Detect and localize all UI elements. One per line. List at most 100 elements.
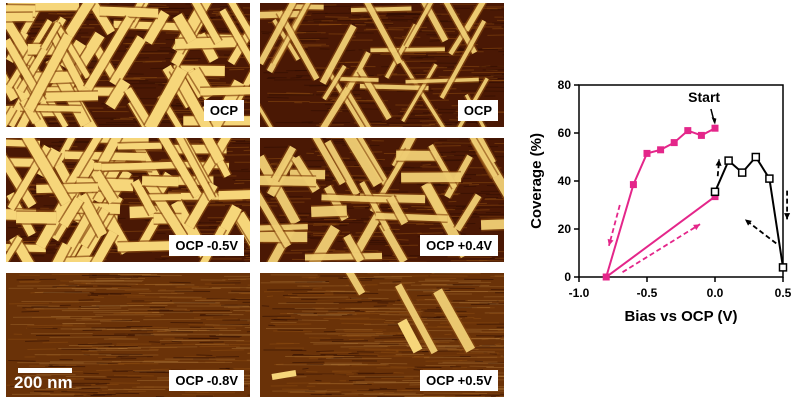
afm-fiber	[36, 183, 99, 194]
afm-noise	[447, 256, 492, 258]
afm-noise	[394, 232, 422, 235]
afm-noise	[470, 303, 504, 306]
data-point	[737, 168, 747, 177]
afm-noise	[352, 382, 374, 385]
afm-fiber	[143, 10, 170, 45]
afm-fiber	[200, 86, 250, 96]
afm-noise	[134, 312, 160, 314]
afm-noise	[374, 337, 407, 339]
afm-fiber	[52, 242, 71, 262]
afm-noise	[318, 23, 342, 26]
afm-noise	[82, 316, 96, 318]
afm-fiber	[91, 170, 118, 204]
afm-noise	[123, 277, 139, 279]
afm-noise	[320, 217, 339, 220]
afm-noise	[128, 334, 155, 336]
afm-noise	[388, 26, 428, 29]
afm-noise	[397, 239, 409, 241]
afm-fiber	[91, 230, 118, 262]
afm-fiber	[218, 190, 250, 200]
afm-noise	[124, 289, 152, 292]
afm-fiber	[359, 181, 390, 231]
afm-fiber	[234, 211, 250, 242]
afm-noise	[386, 12, 425, 15]
y-tick-label: 20	[558, 222, 572, 236]
afm-noise	[295, 280, 330, 283]
afm-noise	[424, 277, 457, 280]
afm-fiber	[191, 3, 222, 45]
afm-noise	[78, 387, 101, 390]
afm-noise	[391, 275, 429, 277]
coverage-chart-svg: -1.0 -0.5 0.0 0.5 0 20 40 60 80 Bias vs OCP (V) Co…	[528, 78, 792, 325]
afm-noise	[345, 49, 356, 52]
x-tick-label: 0.0	[707, 286, 724, 300]
scale-bar-label: 200 nm	[14, 373, 73, 392]
afm-noise	[107, 4, 118, 6]
afm-fiber	[141, 176, 179, 187]
direction-arrow	[608, 204, 621, 247]
afm-noise	[154, 258, 166, 260]
afm-noise	[408, 3, 418, 5]
data-point	[684, 127, 692, 135]
afm-fiber	[312, 138, 346, 186]
afm-fiber	[66, 138, 102, 187]
afm-noise	[484, 395, 500, 397]
afm-noise	[286, 92, 310, 94]
afm-fiber	[24, 33, 73, 113]
data-point	[711, 193, 719, 201]
afm-fiber	[321, 194, 397, 203]
afm-noise	[462, 392, 501, 395]
afm-noise	[461, 90, 504, 92]
afm-noise	[83, 372, 99, 375]
data-point	[711, 124, 719, 132]
afm-noise	[147, 4, 167, 6]
afm-noise	[494, 343, 501, 345]
y-tick-label: 80	[558, 78, 572, 92]
plot-frame	[578, 84, 784, 278]
afm-noise	[355, 312, 389, 315]
data-point	[643, 149, 651, 157]
afm-noise	[374, 351, 402, 354]
afm-condition-label: OCP	[203, 100, 244, 121]
afm-fiber	[260, 3, 297, 66]
afm-fiber	[48, 30, 86, 92]
afm-noise	[393, 37, 405, 39]
start-annotation: Start	[688, 89, 720, 105]
afm-fiber	[6, 73, 19, 102]
afm-noise	[27, 348, 56, 351]
afm-fiber	[6, 106, 17, 127]
afm-noise	[87, 342, 98, 345]
afm-noise	[337, 312, 370, 314]
afm-fiber	[260, 192, 291, 248]
afm-noise	[84, 378, 112, 381]
afm-noise	[21, 310, 40, 313]
afm-noise	[27, 324, 73, 327]
afm-noise	[306, 370, 318, 373]
afm-noise	[385, 15, 405, 17]
direction-arrow-head	[607, 238, 614, 246]
afm-noise	[333, 292, 379, 295]
afm-fiber	[131, 179, 157, 216]
afm-noise	[95, 383, 107, 386]
afm-noise	[123, 388, 132, 391]
afm-noise	[244, 13, 250, 16]
afm-noise	[420, 62, 461, 64]
afm-noise	[421, 283, 447, 286]
afm-noise	[170, 331, 194, 333]
afm-noise	[325, 16, 349, 18]
afm-noise	[108, 294, 145, 296]
afm-noise	[43, 291, 82, 294]
afm-noise	[25, 340, 50, 342]
afm-fiber	[59, 196, 84, 228]
afm-fiber	[304, 252, 383, 261]
afm-noise	[452, 366, 468, 369]
afm-image-ocp-minus-0-5v: OCP -0.5V	[6, 138, 250, 262]
afm-noise	[206, 318, 238, 320]
afm-fiber	[355, 138, 390, 186]
afm-noise	[210, 349, 245, 352]
afm-fiber	[228, 3, 250, 40]
afm-noise	[209, 203, 250, 206]
direction-arrow-head	[715, 159, 722, 166]
afm-fiber	[405, 77, 479, 84]
afm-noise	[142, 326, 169, 329]
